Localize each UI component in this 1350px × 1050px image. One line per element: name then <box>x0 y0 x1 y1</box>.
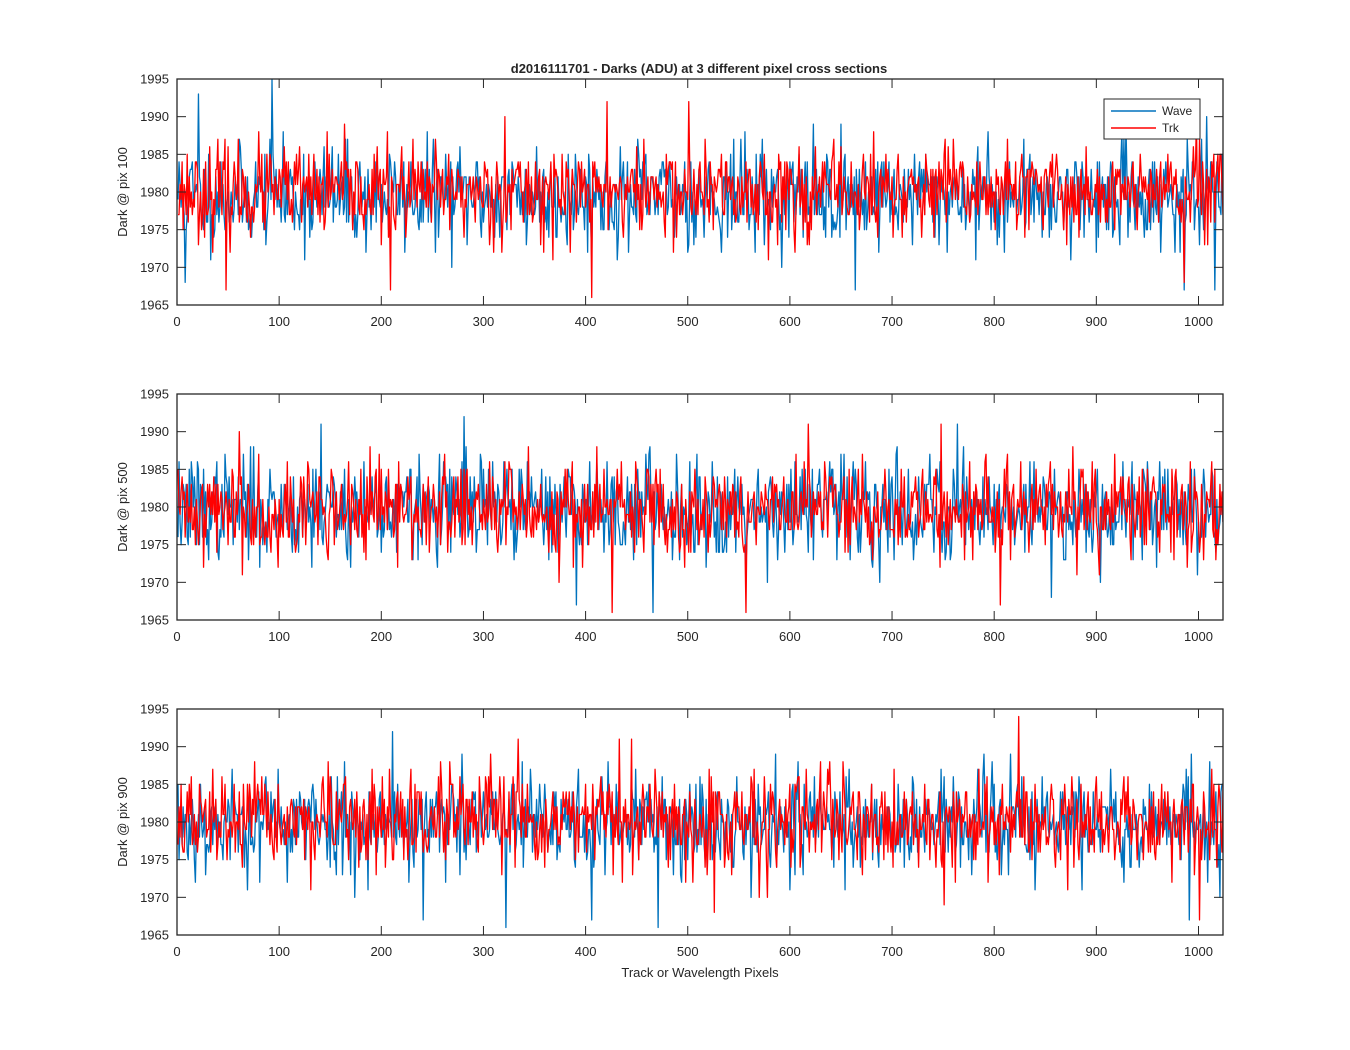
y-tick-label: 1980 <box>140 815 169 830</box>
x-tick-label: 800 <box>983 944 1005 959</box>
x-tick-label: 700 <box>881 629 903 644</box>
x-tick-label: 300 <box>473 314 495 329</box>
y-tick-label: 1995 <box>140 72 169 87</box>
x-tick-label: 600 <box>779 944 801 959</box>
series-group <box>177 79 1223 299</box>
x-tick-label: 1000 <box>1184 314 1213 329</box>
y-tick-label: 1965 <box>140 928 169 943</box>
x-tick-label: 900 <box>1085 629 1107 644</box>
y-tick-label: 1985 <box>140 147 169 162</box>
x-tick-label: 400 <box>575 629 597 644</box>
x-axis-label: Track or Wavelength Pixels <box>621 965 779 980</box>
x-tick-label: 0 <box>173 314 180 329</box>
x-tick-label: 200 <box>370 944 392 959</box>
x-tick-label: 100 <box>268 944 290 959</box>
subplot-1: 0 100 200 300 400 500 600 700 800 900 1000 1965 1970… <box>115 72 1224 329</box>
y-tick-label: 1990 <box>140 109 169 124</box>
series-line-trk <box>178 100 1223 299</box>
x-tick-label: 500 <box>677 314 699 329</box>
legend-box <box>1103 98 1201 140</box>
y-axis-label: Dark @ pix 100 <box>115 147 130 237</box>
x-tick-label: 400 <box>575 944 597 959</box>
subplot-3: 0 100 200 300 400 500 600 700 800 900 1000 1965 1970… <box>115 702 1224 980</box>
y-tick-label: 1990 <box>140 424 169 439</box>
y-tick-label: 1985 <box>140 777 169 792</box>
series-line-wave <box>177 415 1223 614</box>
x-tick-label: 800 <box>983 629 1005 644</box>
x-tick-label: 300 <box>473 944 495 959</box>
x-tick-label: 1000 <box>1184 944 1213 959</box>
x-tick-label: 300 <box>473 629 495 644</box>
y-tick-label: 1995 <box>140 387 169 402</box>
y-axis-label: Dark @ pix 900 <box>115 777 130 867</box>
x-tick-label: 100 <box>268 629 290 644</box>
legend-label-trk: Trk <box>1162 121 1180 135</box>
series-line-trk <box>177 423 1223 614</box>
x-tick-label: 800 <box>983 314 1005 329</box>
y-tick-label: 1990 <box>140 739 169 754</box>
subplot-2: 0 100 200 300 400 500 600 700 800 900 1000 1965 1970… <box>115 387 1224 644</box>
x-tick-label: 500 <box>677 944 699 959</box>
series-line-trk <box>177 715 1223 921</box>
x-tick-label: 500 <box>677 629 699 644</box>
x-tick-label: 600 <box>779 314 801 329</box>
x-tick-label: 100 <box>268 314 290 329</box>
y-tick-label: 1995 <box>140 702 169 717</box>
legend-label-wave: Wave <box>1162 104 1193 118</box>
x-tick-label: 400 <box>575 314 597 329</box>
x-tick-label: 700 <box>881 944 903 959</box>
x-tick-label: 1000 <box>1184 629 1213 644</box>
y-tick-label: 1970 <box>140 890 169 905</box>
y-tick-label: 1980 <box>140 500 169 515</box>
y-tick-label: 1985 <box>140 462 169 477</box>
x-tick-label: 0 <box>173 629 180 644</box>
series-group <box>177 415 1223 614</box>
legend: Wave Trk <box>1103 98 1201 140</box>
y-tick-label: 1970 <box>140 260 169 275</box>
y-tick-label: 1965 <box>140 298 169 313</box>
y-tick-label: 1980 <box>140 185 169 200</box>
plots-container: 0 100 200 300 400 500 600 700 800 900 100019651970… <box>115 72 1224 980</box>
x-tick-label: 0 <box>173 944 180 959</box>
series-group <box>177 715 1223 929</box>
figure-title: d2016111701 - Darks (ADU) at 3 different… <box>511 61 887 76</box>
y-tick-label: 1970 <box>140 575 169 590</box>
y-tick-label: 1975 <box>140 222 169 237</box>
y-tick-label: 1965 <box>140 613 169 628</box>
y-tick-label: 1975 <box>140 852 169 867</box>
x-tick-label: 900 <box>1085 314 1107 329</box>
x-tick-label: 200 <box>370 314 392 329</box>
y-axis-label: Dark @ pix 500 <box>115 462 130 552</box>
x-tick-label: 900 <box>1085 944 1107 959</box>
x-tick-label: 700 <box>881 314 903 329</box>
x-tick-label: 200 <box>370 629 392 644</box>
x-tick-label: 600 <box>779 629 801 644</box>
y-tick-label: 1975 <box>140 537 169 552</box>
